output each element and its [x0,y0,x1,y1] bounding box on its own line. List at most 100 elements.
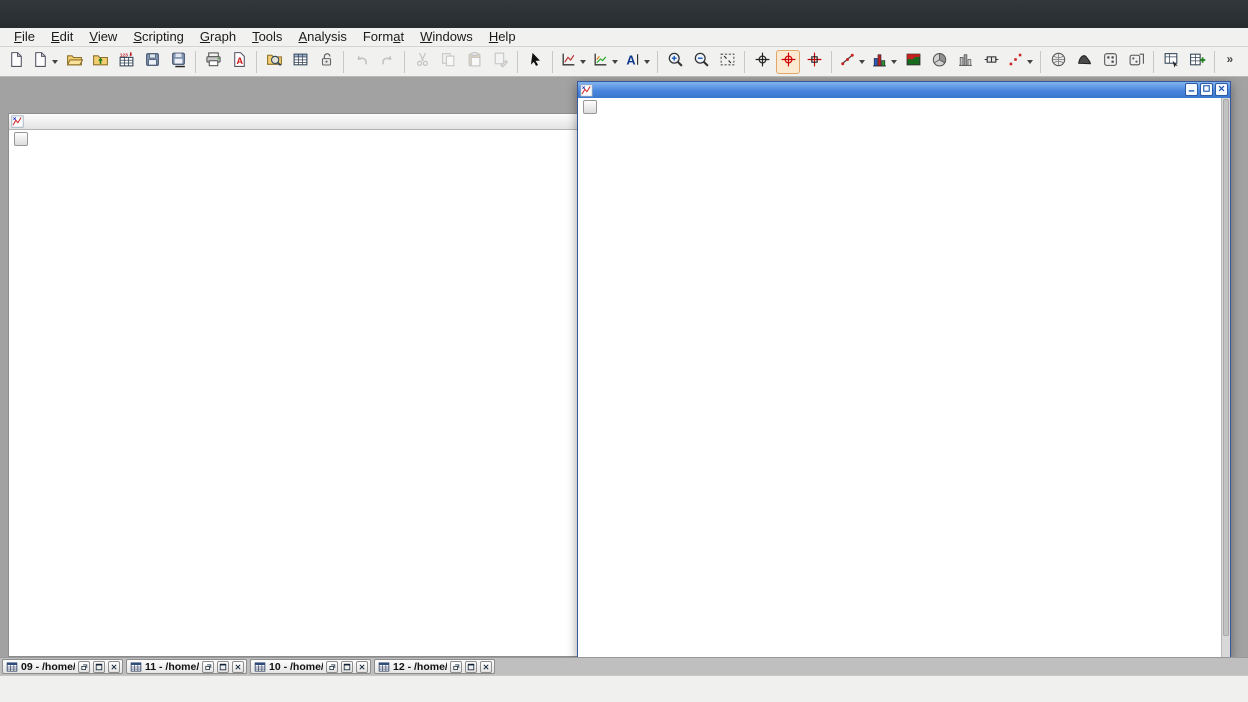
dropdown-arrow-icon[interactable] [1027,60,1033,64]
select-data-range-button[interactable] [776,50,800,74]
graph2-window[interactable] [577,81,1231,657]
graph1-layer-button[interactable] [14,132,28,146]
plot-3d-hidden-line-button[interactable] [1072,50,1096,74]
new-aspect-button[interactable] [30,50,60,74]
lock-toolbars-button[interactable] [314,50,338,74]
rescale-to-show-all-button[interactable] [715,50,739,74]
toolbar-separator [195,51,196,73]
table-select-button[interactable] [1159,50,1183,74]
paste-button [462,50,486,74]
plot-pie-button[interactable] [927,50,951,74]
graph2-minimize-button[interactable] [1185,83,1198,96]
toolbar-separator [831,51,832,73]
uvvis-plot-area[interactable] [9,140,669,657]
table-select-icon [1163,51,1180,73]
minimized-window-tab-2[interactable]: 11 - /home/... [126,659,247,674]
tab-close-button[interactable] [356,661,368,673]
undo-icon [353,51,370,73]
menu-format[interactable]: Format [355,28,412,46]
menu-scripting[interactable]: Scripting [125,28,192,46]
new-aspect-icon [32,51,49,73]
plot-3d-scatter-button[interactable] [1005,50,1035,74]
project-explorer-button[interactable] [262,50,286,74]
menu-analysis[interactable]: Analysis [290,28,354,46]
tab-close-button[interactable] [108,661,120,673]
dropdown-arrow-icon[interactable] [859,60,865,64]
dropdown-arrow-icon[interactable] [644,60,650,64]
graph2-scrollbar[interactable] [1221,98,1230,657]
uvvis-chart[interactable] [9,140,669,657]
tab-close-button[interactable] [480,661,492,673]
menu-edit[interactable]: Edit [43,28,81,46]
raman-chart-s22[interactable] [908,145,1230,380]
screen-reader-button[interactable] [750,50,774,74]
plot-3d-polygons-button[interactable] [1098,50,1122,74]
menu-file[interactable]: File [6,28,43,46]
graph2-restore-button[interactable] [1200,83,1213,96]
export-pdf-button[interactable]: A [227,50,251,74]
plot-3d-bars-button[interactable] [953,50,977,74]
open-template-button[interactable] [88,50,112,74]
menu-view[interactable]: View [81,28,125,46]
tab-maximize-button[interactable] [93,661,105,673]
plot-3d-wireframe-button[interactable] [1046,50,1070,74]
tab-maximize-button[interactable] [341,661,353,673]
dropdown-arrow-icon[interactable] [891,60,897,64]
graph2-canvas [578,98,1230,657]
raman-chart-s21[interactable] [583,387,905,622]
minimized-window-tab-1[interactable]: 09 - /home/... [2,659,123,674]
graph2-layer-button[interactable] [583,100,597,114]
scrollbar-thumb[interactable] [1223,99,1229,636]
minimized-window-tab-3[interactable]: 10 - /home/... [250,659,371,674]
data-reader-button[interactable] [802,50,826,74]
add-text-button[interactable]: A [622,50,652,74]
print-icon [205,51,222,73]
add-layer-button[interactable] [558,50,588,74]
zoom-out-button[interactable] [689,50,713,74]
plot-3d-wiresurface-button[interactable] [1124,50,1148,74]
app-close-button[interactable] [1214,5,1232,23]
plot-bar-icon [871,51,888,73]
menu-graph[interactable]: Graph [192,28,244,46]
tab-maximize-button[interactable] [465,661,477,673]
print-button[interactable] [201,50,225,74]
graph2-titlebar[interactable] [578,82,1230,98]
tab-maximize-button[interactable] [217,661,229,673]
tab-restore-button[interactable] [450,661,462,673]
export-pdf-icon: A [231,51,248,73]
new-project-button[interactable] [4,50,28,74]
tab-restore-button[interactable] [326,661,338,673]
svg-text:123: 123 [119,52,127,58]
dropdown-arrow-icon[interactable] [612,60,618,64]
save-project-button[interactable] [140,50,164,74]
open-project-button[interactable] [62,50,86,74]
save-as-template-button[interactable] [166,50,190,74]
plot-box-button[interactable] [979,50,1003,74]
minimized-windows-bar: 09 - /home/...11 - /home/...10 - /home/.… [0,657,1248,675]
dropdown-arrow-icon[interactable] [580,60,586,64]
graph2-close-button[interactable] [1215,83,1228,96]
raman-chart-combined[interactable] [908,387,1230,622]
import-ascii-button[interactable]: 123 [114,50,138,74]
tab-restore-button[interactable] [202,661,214,673]
menu-tools[interactable]: Tools [244,28,290,46]
arrange-layers-button[interactable] [590,50,620,74]
plot-line-button[interactable] [837,50,867,74]
plot-bar-button[interactable] [869,50,899,74]
pointer-button[interactable] [523,50,547,74]
plot-spectrogram-button[interactable] [901,50,925,74]
toolbar-separator [404,51,405,73]
tab-close-button[interactable] [232,661,244,673]
toolbar-overflow-button[interactable]: » [1220,50,1244,74]
minimized-window-tab-4[interactable]: 12 - /home/... [374,659,495,674]
results-log-button[interactable] [288,50,312,74]
rescale-to-show-all-icon [719,51,736,73]
dropdown-arrow-icon[interactable] [52,60,58,64]
menu-help[interactable]: Help [481,28,524,46]
zoom-in-button[interactable] [663,50,687,74]
raman-chart-rgo[interactable] [583,145,905,380]
menu-windows[interactable]: Windows [412,28,481,46]
plot-3d-bars-icon [957,51,974,73]
tab-restore-button[interactable] [78,661,90,673]
table-add-column-button[interactable] [1185,50,1209,74]
